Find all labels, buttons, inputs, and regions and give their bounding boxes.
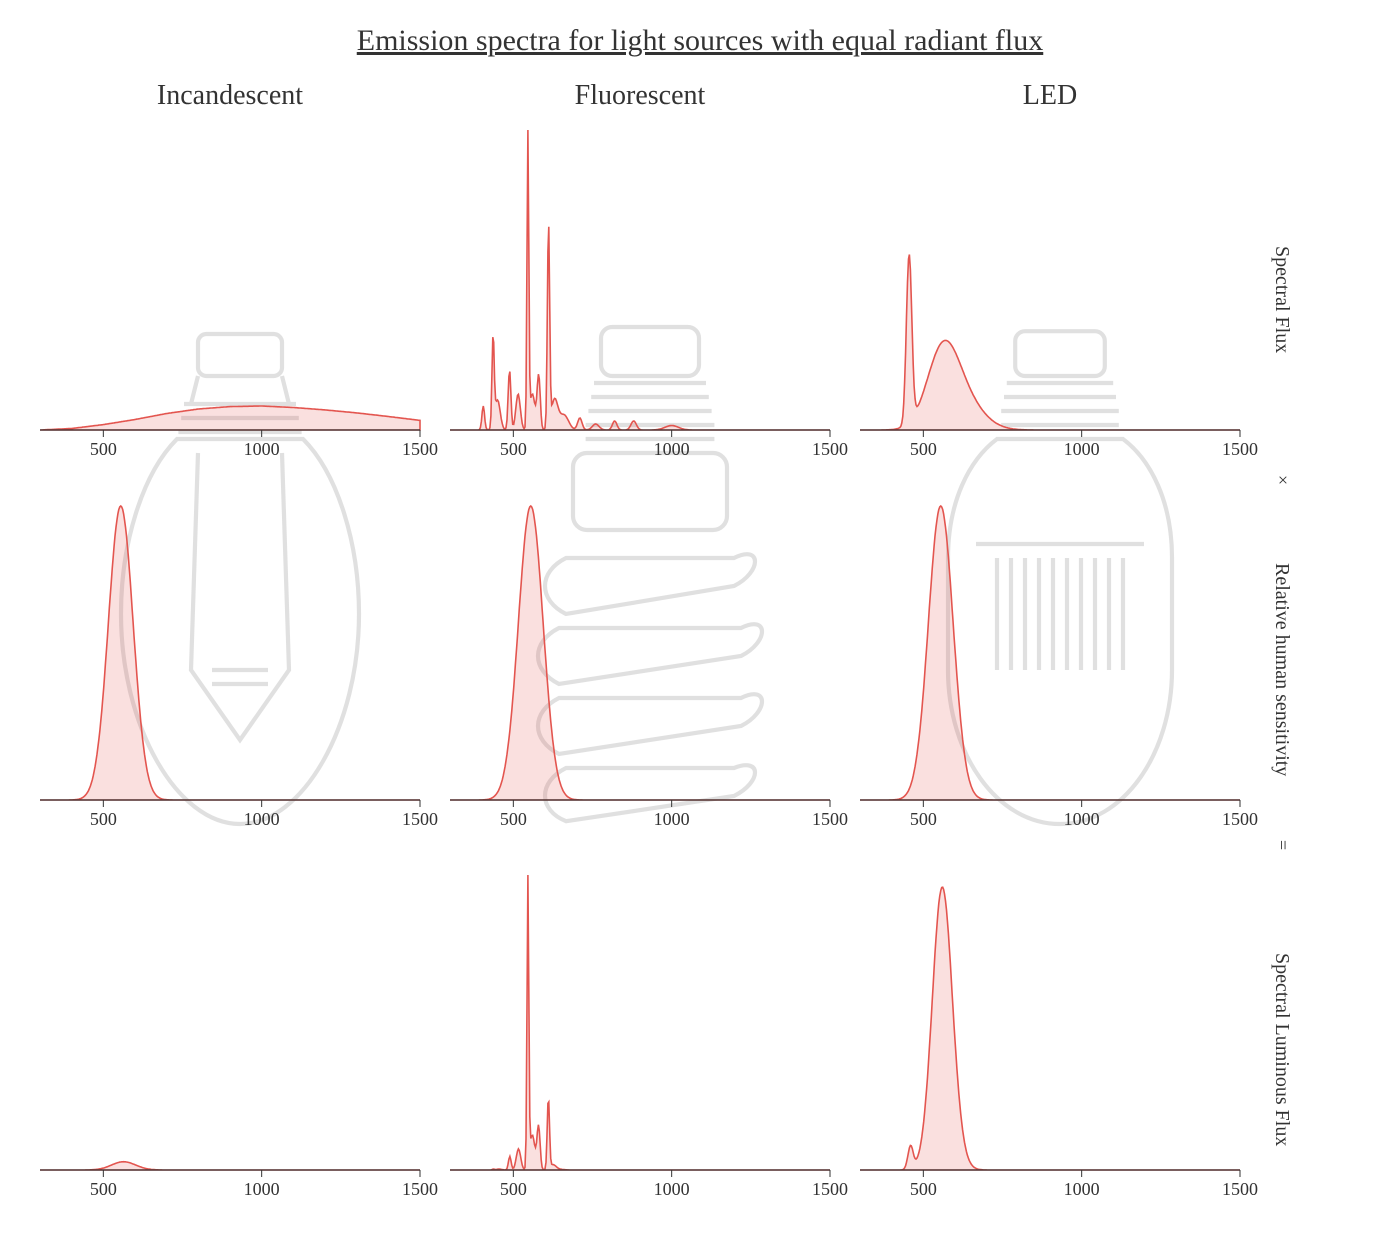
op-0: × xyxy=(1272,470,1293,490)
svg-text:500: 500 xyxy=(90,809,117,829)
svg-text:1000: 1000 xyxy=(244,809,280,829)
panel-0-1: 50010001500 xyxy=(450,130,830,470)
svg-text:1500: 1500 xyxy=(1222,1179,1258,1199)
svg-text:1500: 1500 xyxy=(1222,809,1258,829)
col-label-1: Fluorescent xyxy=(450,80,830,112)
panel-0-0: 50010001500 xyxy=(40,130,420,470)
svg-text:1500: 1500 xyxy=(402,809,438,829)
svg-text:500: 500 xyxy=(500,809,527,829)
panel-0-2: 50010001500 xyxy=(860,130,1240,470)
svg-text:500: 500 xyxy=(910,1179,937,1199)
svg-text:1000: 1000 xyxy=(244,439,280,459)
svg-text:1500: 1500 xyxy=(402,1179,438,1199)
svg-text:1000: 1000 xyxy=(1064,809,1100,829)
svg-text:1000: 1000 xyxy=(654,1179,690,1199)
svg-text:500: 500 xyxy=(500,1179,527,1199)
svg-text:500: 500 xyxy=(500,439,527,459)
row-label-2: Spectral Luminous Flux xyxy=(1270,890,1293,1210)
svg-text:1000: 1000 xyxy=(654,809,690,829)
chart-grid: Incandescent Fluorescent LED Spectral Fl… xyxy=(40,80,1300,1220)
panel-2-1: 50010001500 xyxy=(450,870,830,1210)
panel-1-2: 50010001500 xyxy=(860,500,1240,840)
svg-text:500: 500 xyxy=(910,809,937,829)
svg-text:1500: 1500 xyxy=(812,439,848,459)
svg-text:1500: 1500 xyxy=(812,1179,848,1199)
panel-1-0: 50010001500 xyxy=(40,500,420,840)
col-label-2: LED xyxy=(860,80,1240,112)
page-title: Emission spectra for light sources with … xyxy=(0,0,1400,78)
panel-1-1: 50010001500 xyxy=(450,500,830,840)
svg-text:1500: 1500 xyxy=(812,809,848,829)
svg-text:500: 500 xyxy=(910,439,937,459)
svg-text:1500: 1500 xyxy=(1222,439,1258,459)
col-label-0: Incandescent xyxy=(40,80,420,112)
svg-text:1500: 1500 xyxy=(402,439,438,459)
svg-text:1000: 1000 xyxy=(1064,439,1100,459)
svg-text:1000: 1000 xyxy=(654,439,690,459)
svg-text:500: 500 xyxy=(90,439,117,459)
svg-text:500: 500 xyxy=(90,1179,117,1199)
panel-2-0: 50010001500 xyxy=(40,870,420,1210)
row-label-0: Spectral Flux xyxy=(1270,150,1293,450)
op-1: = xyxy=(1272,840,1293,850)
row-label-1: Relative human sensitivity xyxy=(1270,510,1293,830)
svg-text:1000: 1000 xyxy=(1064,1179,1100,1199)
svg-text:1000: 1000 xyxy=(244,1179,280,1199)
panel-2-2: 50010001500 xyxy=(860,870,1240,1210)
